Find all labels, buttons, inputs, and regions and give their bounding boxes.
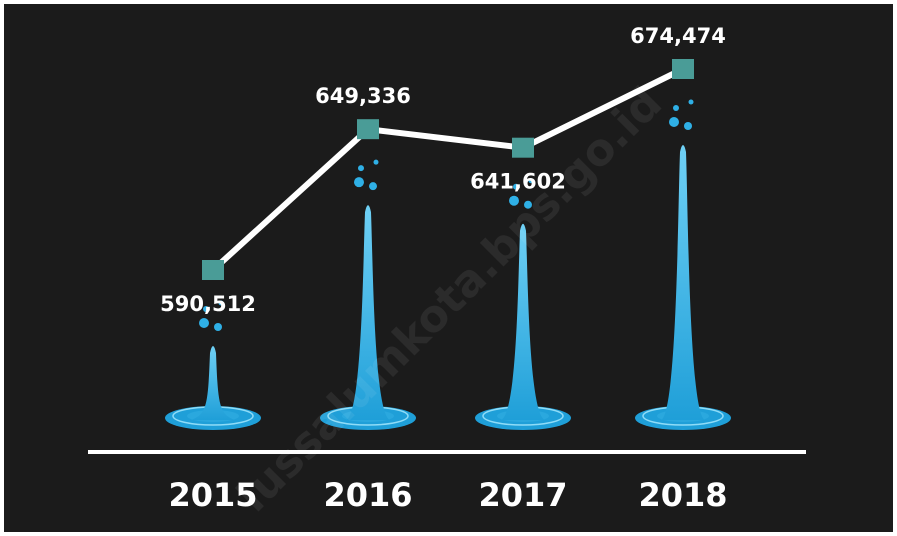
droplet	[373, 159, 379, 165]
water-jet	[661, 145, 705, 420]
droplet	[524, 200, 532, 209]
plot: 590,512 649,336 641,602 674,474	[160, 24, 731, 430]
droplet	[684, 122, 692, 130]
x-tick-label: 2016	[323, 476, 412, 514]
value-label: 590,512	[160, 292, 256, 316]
value-label: 641,602	[470, 170, 566, 194]
droplet	[214, 323, 222, 331]
droplet	[509, 195, 519, 206]
water-jet	[346, 205, 390, 420]
x-tick-label: 2017	[478, 476, 567, 514]
droplet	[669, 117, 679, 127]
x-tick-label: 2018	[638, 476, 727, 514]
marker	[512, 137, 534, 158]
droplet	[688, 99, 694, 105]
droplet	[358, 165, 364, 172]
droplet	[199, 318, 209, 328]
droplet	[218, 300, 224, 306]
droplet	[354, 177, 364, 188]
droplet	[203, 306, 209, 312]
water-jet	[191, 346, 235, 420]
marker	[357, 119, 379, 140]
value-label: 674,474	[630, 24, 726, 48]
droplet	[513, 183, 519, 190]
value-label: 649,336	[315, 84, 411, 108]
water-jet	[501, 223, 545, 420]
marker	[202, 260, 224, 280]
background	[4, 4, 893, 532]
droplet	[369, 182, 377, 191]
x-tick-label: 2015	[168, 476, 257, 514]
marker	[672, 59, 694, 79]
line	[210, 66, 685, 273]
droplet	[528, 178, 534, 184]
droplet	[673, 105, 679, 111]
